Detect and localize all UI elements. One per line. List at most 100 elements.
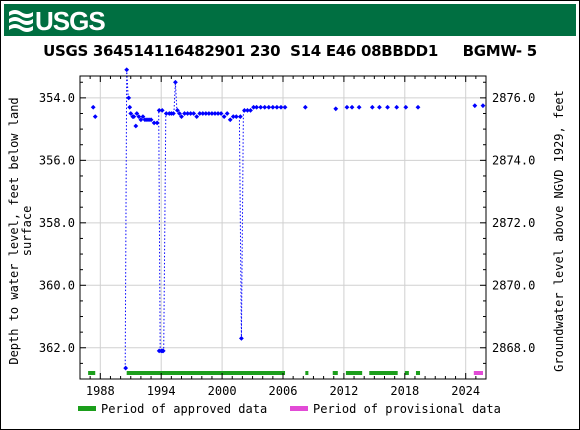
data-point [163,111,169,116]
legend-approved-swatch [78,406,96,411]
series-connector-line [173,82,178,114]
y-left-tick-label: 362.0 [39,341,75,355]
data-point [230,114,236,120]
y-right-tick-label: 2870.0 [492,278,535,292]
data-point [134,111,140,116]
data-point [282,104,288,110]
y-axis-right-label: Groundwater level above NGVD 1929, feet [552,90,566,372]
data-point [415,104,421,110]
data-point [254,104,260,110]
data-point [333,106,339,112]
chart-title: USGS 364514116482901 230 S14 E46 08BBDD1… [43,42,537,60]
data-point [148,117,154,123]
data-point [136,114,142,120]
data-point [126,95,132,101]
depth-series [90,67,486,371]
data-point [233,114,239,120]
x-tick-label: 1988 [86,384,115,398]
data-point [92,114,98,120]
data-point [349,104,355,110]
data-point [188,111,194,116]
data-point [191,111,197,116]
data-point [212,111,218,116]
data-periods [88,371,483,375]
data-point [218,111,224,116]
data-point [138,117,144,123]
legend-provisional-swatch [290,406,308,411]
data-point [197,111,203,116]
data-point [185,111,190,116]
data-point [377,104,382,110]
approved-period-bar [369,371,398,375]
data-point [258,104,264,110]
axis-ticks: 1988 1994 2000 2006 2012 2018 2024 354.0 356.0 35… [39,76,535,398]
data-point [173,79,178,85]
data-point [179,114,184,120]
data-point [274,104,280,110]
data-point [154,120,160,126]
data-point [90,104,96,110]
data-point [194,114,200,120]
data-point [124,67,130,73]
data-point [472,103,478,109]
y-right-tick-label: 2874.0 [492,153,535,167]
data-point [356,104,362,110]
legend-provisional-label: Period of provisional data [313,402,501,416]
x-tick-label: 2006 [269,384,298,398]
data-point [394,104,400,110]
data-point [160,348,166,354]
grid [80,76,486,379]
series-connector-line [124,69,129,369]
y-right-tick-label: 2872.0 [492,216,535,230]
approved-period-bar [404,371,409,375]
data-point [224,111,230,116]
usgs-logo: USGS [9,6,106,34]
legend: Period of approved data Period of provis… [78,402,501,416]
data-point [200,111,206,116]
data-point [127,104,133,110]
data-point [221,114,227,120]
data-point [123,365,129,371]
data-point [128,111,134,116]
data-point [302,104,308,110]
data-point [175,107,180,113]
approved-period-bar [126,371,286,375]
data-point [215,111,221,116]
data-point [251,104,256,110]
data-point [480,103,486,109]
y-left-tick-label: 360.0 [39,278,75,292]
data-point [177,111,182,116]
provisional-period-bar [473,371,483,375]
data-point [151,120,157,126]
y-left-tick-label: 354.0 [39,91,75,105]
data-point [206,111,212,116]
data-point [242,107,247,113]
series-connector-line [158,111,167,352]
data-point [385,104,390,110]
usgs-header-bar: USGS [4,4,576,36]
legend-approved-label: Period of approved data [101,402,267,416]
data-point [140,114,146,120]
data-point [133,123,139,129]
data-point [248,107,253,113]
data-point [159,107,165,113]
data-point [344,104,350,110]
data-point [170,111,176,116]
x-tick-label: 2018 [390,384,419,398]
series-connector-line [238,110,244,339]
approved-period-bar [332,371,338,375]
usgs-logo-wave-icon [9,10,33,32]
data-point [237,114,243,120]
data-point [131,114,137,120]
data-point [203,111,209,116]
approved-period-bar [345,371,363,375]
data-point [156,107,162,113]
usgs-logo-text: USGS [35,6,105,34]
data-point [182,111,187,116]
data-point [266,104,272,110]
approved-period-bar [305,371,309,375]
x-tick-label: 2012 [329,384,358,398]
y-right-tick-label: 2868.0 [492,341,535,355]
data-point [270,104,276,110]
